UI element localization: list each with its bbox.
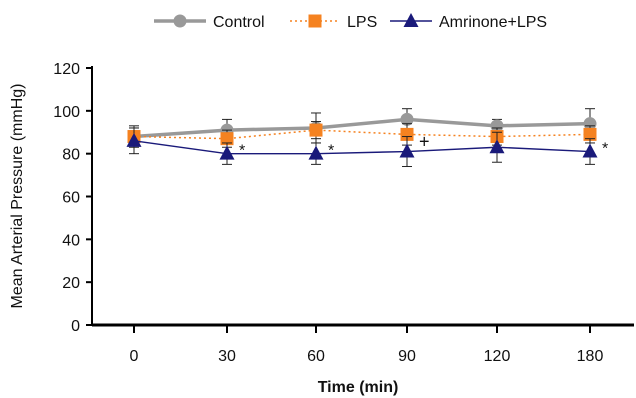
data-point: [308, 145, 324, 160]
data-point: [309, 123, 323, 137]
y-tick-label: 80: [62, 147, 80, 164]
axes: 0 20 40 60 80 100 120 0 30 60 90 120 180: [53, 61, 634, 365]
data-point: [400, 112, 414, 126]
series-line: [133, 140, 591, 155]
series-line: [133, 117, 591, 139]
series-amrinone-lps: [126, 127, 598, 168]
legend-item: Amrinone+LPS: [390, 13, 547, 31]
legend-item: LPS: [290, 14, 377, 31]
plot-area: * * + *: [126, 108, 608, 168]
x-tick-label: 180: [577, 348, 604, 365]
legend-label: Control: [213, 14, 265, 31]
legend-marker: [403, 13, 419, 27]
x-tick-label: 0: [130, 348, 139, 365]
series-control: [127, 108, 597, 148]
data-point: [399, 143, 415, 158]
data-point: [126, 132, 142, 147]
y-axis-title: Mean Arterial Pressure (mmHg): [9, 84, 26, 309]
data-point: [220, 132, 234, 146]
x-tick-label: 120: [484, 348, 511, 365]
significance-marker: *: [602, 141, 608, 158]
data-point: [490, 119, 504, 133]
legend-marker: [173, 14, 187, 28]
x-tick-label: 30: [218, 348, 236, 365]
legend: Control LPS Amrinone+LPS: [154, 13, 547, 31]
legend-label: LPS: [347, 14, 377, 31]
significance-marker: *: [239, 143, 245, 160]
significance-marker: +: [419, 132, 430, 152]
y-tick-label: 60: [62, 190, 80, 207]
data-point: [219, 145, 235, 160]
x-tick-label: 90: [398, 348, 416, 365]
legend-marker: [308, 14, 322, 28]
y-tick-label: 100: [53, 104, 80, 121]
data-point: [400, 127, 414, 141]
y-tick-label: 120: [53, 61, 80, 78]
data-point: [489, 139, 505, 154]
data-point: [583, 117, 597, 131]
legend-label: Amrinone+LPS: [439, 14, 547, 31]
legend-item: Control: [154, 14, 265, 31]
y-tick-label: 0: [71, 318, 80, 335]
significance-marker: *: [328, 143, 334, 160]
data-point: [583, 127, 597, 141]
y-tick-label: 20: [62, 275, 80, 292]
x-axis-title: Time (min): [318, 379, 399, 396]
y-tick-label: 40: [62, 232, 80, 249]
data-point: [582, 143, 598, 158]
x-tick-label: 60: [307, 348, 325, 365]
